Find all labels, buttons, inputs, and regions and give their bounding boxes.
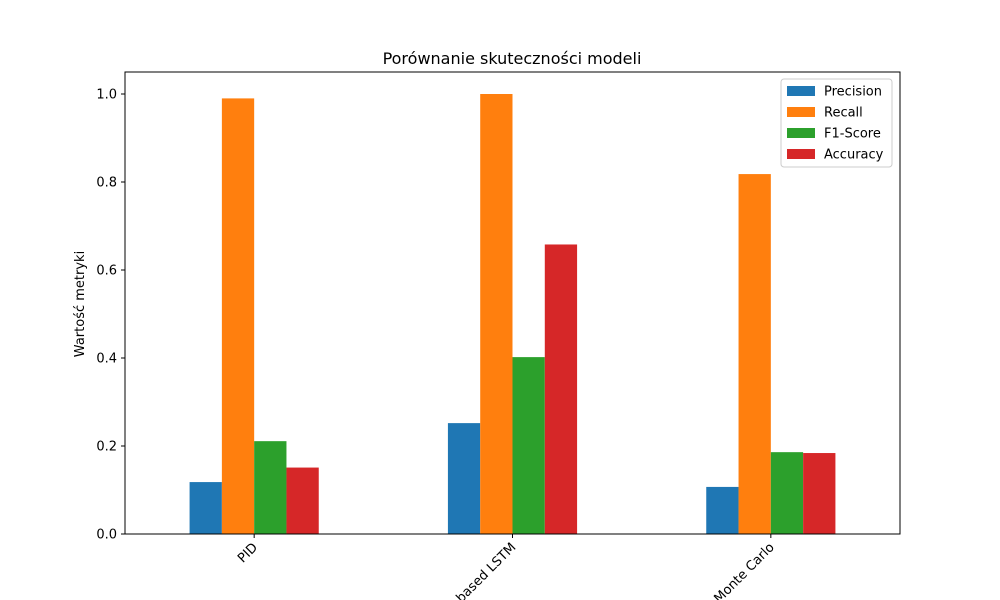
bar-f1-score-2 — [512, 357, 545, 534]
legend-label-recall: Recall — [824, 106, 863, 121]
x-tick-label: Rule-based LSTM — [430, 540, 519, 600]
bar-accuracy-2 — [544, 244, 578, 535]
legend-label-accuracy: Accuracy — [824, 148, 884, 163]
bar-recall-2 — [480, 94, 513, 534]
y-tick-label: 0.8 — [96, 176, 117, 191]
x-axis: PID Rule-based LSTM Monte Carlo — [235, 534, 778, 600]
chart-title: Porównanie skuteczności modeli — [383, 49, 642, 68]
legend-swatch-accuracy — [787, 149, 815, 159]
y-tick-label: 0.2 — [96, 440, 117, 455]
x-tick-label: PID — [235, 540, 261, 566]
legend-swatch-recall — [787, 107, 815, 117]
y-axis: 0.0 0.2 0.4 0.6 0.8 1.0 — [96, 88, 125, 543]
y-tick-label: 1.0 — [96, 88, 117, 103]
bar-precision-2 — [447, 423, 481, 534]
bar-f1-score-1 — [254, 441, 287, 534]
legend-swatch-f1-score — [787, 128, 815, 138]
y-tick-label: 0.4 — [96, 352, 117, 367]
y-axis-label: Wartość metryki — [73, 251, 88, 357]
x-tick-label: Monte Carlo — [711, 540, 777, 600]
bar-f1-score-3 — [770, 452, 804, 534]
bar-precision-3 — [706, 486, 739, 534]
y-tick-label: 0.6 — [96, 264, 117, 279]
legend-swatch-precision — [787, 86, 815, 96]
bar-accuracy-1 — [286, 467, 319, 534]
legend-label-f1-score: F1-Score — [824, 127, 881, 142]
legend: Precision Recall F1-Score Accuracy — [780, 78, 893, 168]
bar-recall-3 — [738, 174, 771, 534]
bars-group — [189, 94, 836, 535]
bar-recall-1 — [221, 98, 255, 535]
y-tick-label: 0.0 — [96, 528, 117, 543]
bar-precision-1 — [189, 482, 222, 534]
legend-label-precision: Precision — [824, 85, 882, 100]
bar-accuracy-3 — [803, 453, 836, 534]
legend-box — [780, 78, 893, 168]
